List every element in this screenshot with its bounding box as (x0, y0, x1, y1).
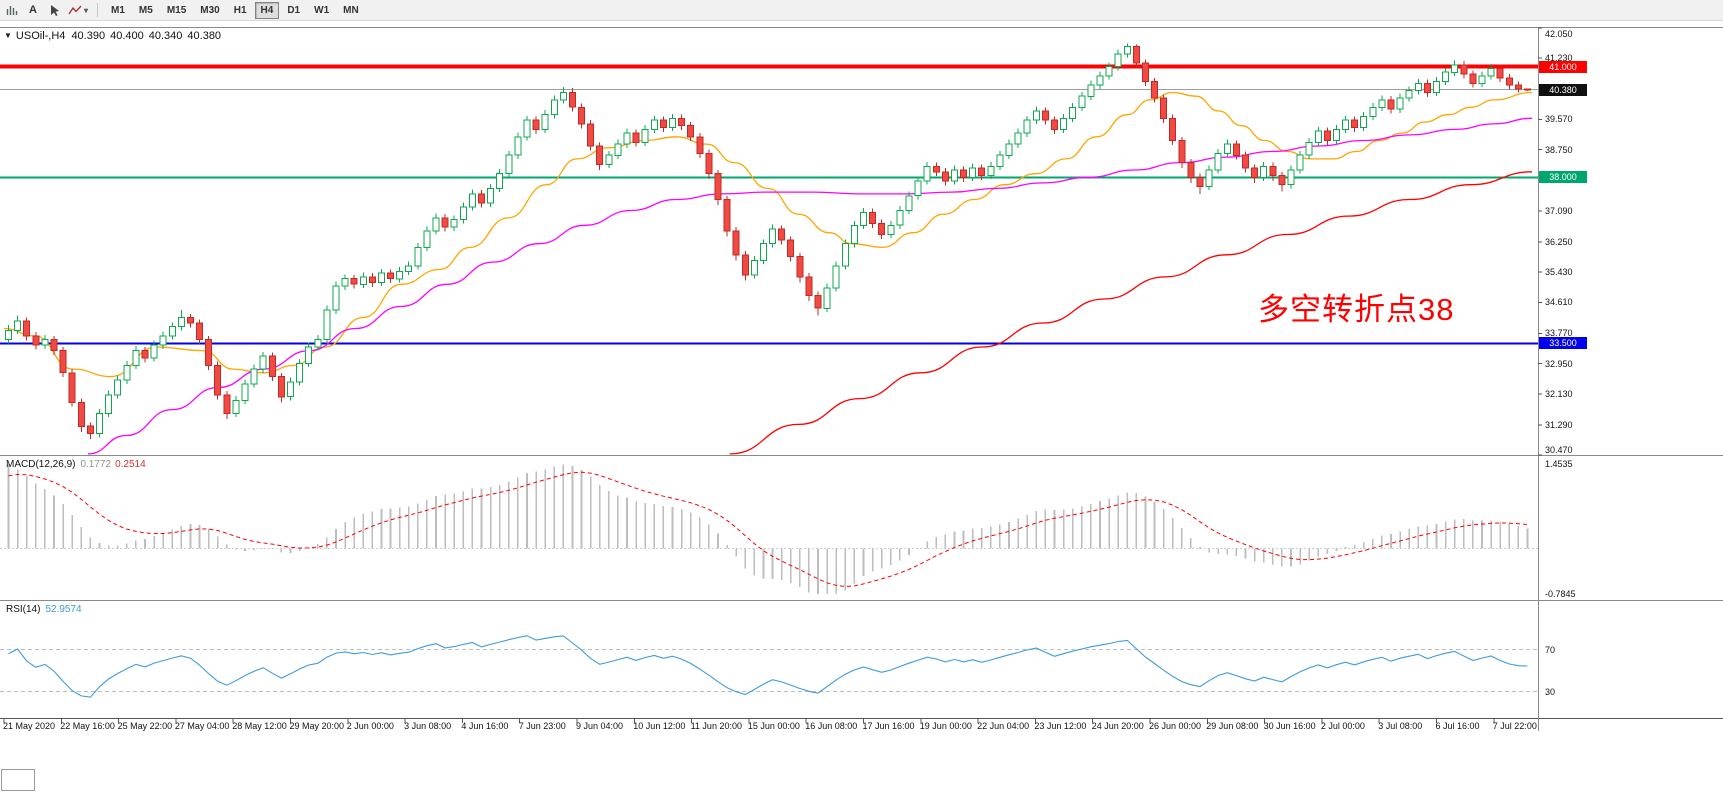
price-axis-label: 34.610 (1545, 297, 1573, 308)
pane-borders (0, 27, 1723, 731)
timeframe-buttons: M1 M5 M15 M30 H1 H4 D1 W1 MN (104, 1, 366, 19)
time-axis-label: 3 Jul 08:00 (1378, 721, 1423, 731)
price-axis-label: 41.230 (1545, 53, 1573, 64)
time-axis-label: 3 Jun 08:00 (404, 721, 452, 731)
time-axis-label: 7 Jun 23:00 (518, 721, 566, 731)
price-axis-label: 33.770 (1545, 328, 1573, 339)
time-axis-label: 28 May 12:00 (232, 721, 287, 731)
time-axis-label: 21 May 2020 (3, 721, 56, 731)
price-axis-label: 42.050 (1545, 29, 1573, 39)
price-line-badge-41-000: 41.000 (1539, 60, 1587, 73)
timeframe-button-w1[interactable]: W1 (308, 2, 335, 19)
time-axis-label: 4 Jun 16:00 (461, 721, 509, 731)
toolbar: A ▾ M1 M5 M15 M30 H1 H4 D1 W1 MN (0, 0, 1723, 21)
quick-navigation-box[interactable] (1, 769, 35, 791)
timeframe-button-h1[interactable]: H1 (228, 2, 253, 19)
time-axis-label: 2 Jun 00:00 (346, 721, 394, 731)
time-axis-label: 17 Jun 16:00 (862, 721, 915, 731)
indicator-tool-button[interactable]: ▾ (65, 1, 91, 19)
time-axis-label: 15 Jun 00:00 (747, 721, 800, 731)
axis-ticks (3, 27, 1542, 723)
time-axis-label: 22 May 16:00 (60, 721, 115, 731)
price-axis-label: 36.250 (1545, 236, 1573, 247)
rsi-title: RSI(14) (6, 604, 41, 615)
time-axis-label: 30 Jun 16:00 (1263, 721, 1316, 731)
price-axis-label: 35.430 (1545, 267, 1573, 278)
timeframe-button-m30[interactable]: M30 (194, 2, 225, 19)
macd-signal-value: 0.2514 (115, 459, 146, 470)
price-line-badge-40-380: 40.380 (1539, 83, 1587, 96)
price-axis-label: 30.470 (1545, 445, 1573, 455)
rsi-indicator-label: RSI(14) 52.9574 (6, 604, 82, 615)
toolbar-separator (97, 3, 99, 17)
moving-average-lines (3, 91, 1533, 455)
time-axis-label: 29 May 20:00 (289, 721, 345, 731)
time-axis-label: 25 May 22:00 (117, 721, 173, 731)
chart-annotation-text: 多空转折点38 (1258, 292, 1455, 327)
price-line-badge-33-500: 33.500 (1539, 337, 1587, 350)
timeframe-button-h4[interactable]: H4 (254, 1, 280, 19)
timeframe-button-d1[interactable]: D1 (281, 2, 306, 19)
cursor-tool-button[interactable] (44, 1, 64, 19)
open-value: 40.390 (71, 30, 106, 42)
macd-main-value: 0.1772 (80, 459, 112, 470)
macd-pane (0, 464, 1538, 594)
time-axis-label: 16 Jun 08:00 (805, 721, 858, 731)
bar-chart-icon (6, 4, 19, 17)
price-line-badge-38-000: 38.000 (1539, 171, 1587, 184)
price-axis-label: 31.290 (1545, 419, 1573, 430)
timeframe-button-m15[interactable]: M15 (161, 2, 192, 19)
time-axis-label: 23 Jun 12:00 (1034, 721, 1087, 731)
ma-slow-line (729, 171, 1533, 455)
time-axis-label: 7 Jul 22:00 (1492, 721, 1537, 731)
price-axis-label: 32.950 (1545, 358, 1573, 369)
price-axis-label: 38.750 (1545, 144, 1573, 155)
bar-chart-icon-button[interactable] (2, 1, 22, 19)
timeframe-button-m1[interactable]: M1 (105, 2, 131, 19)
macd-scale-label: -0.7845 (1545, 589, 1576, 599)
time-axis-label: 26 Jun 00:00 (1149, 721, 1202, 731)
time-axis-label: 2 Jul 00:00 (1320, 721, 1365, 731)
time-axis-label: 11 Jun 20:00 (690, 721, 742, 731)
time-axis-label: 9 Jun 04:00 (576, 721, 624, 731)
price-axis-label: 39.570 (1545, 114, 1573, 125)
cursor-icon (48, 4, 61, 17)
macd-indicator-label: MACD(12,26,9) 0.1772 0.2514 (6, 459, 146, 470)
close-value: 40.380 (187, 30, 222, 42)
rsi-level-label: 70 (1545, 644, 1556, 655)
time-axis-label: 19 Jun 00:00 (919, 721, 972, 731)
time-axis-label: 22 Jun 04:00 (977, 721, 1030, 731)
ma-fast-line (3, 91, 1533, 378)
timeframe-button-mn[interactable]: MN (337, 2, 365, 19)
symbol-dropdown-icon[interactable]: ▼ (4, 31, 12, 40)
time-axis-label: 29 Jun 08:00 (1206, 721, 1259, 731)
macd-title: MACD(12,26,9) (6, 459, 76, 470)
text-tool-button[interactable]: A (23, 1, 43, 19)
price-axis-label: 37.090 (1545, 205, 1573, 216)
high-value: 40.400 (110, 30, 144, 42)
rsi-value: 52.9574 (45, 604, 82, 615)
timeframe-button-m5[interactable]: M5 (133, 2, 159, 19)
zigzag-icon (68, 4, 83, 17)
rsi-level-label: 30 (1545, 686, 1556, 697)
chart-ohlc-header: ▼ USOil-,H4 40.390 40.400 40.340 40.380 (4, 30, 226, 42)
time-axis-label: 10 Jun 12:00 (633, 721, 686, 731)
price-axis[interactable] (1539, 27, 1619, 731)
time-axis-label: 6 Jul 16:00 (1435, 721, 1480, 731)
candles-layer (5, 43, 1531, 440)
symbol-period-label: USOil-,H4 (15, 30, 66, 42)
time-axis-label: 27 May 04:00 (174, 721, 230, 731)
time-axis-label: 24 Jun 20:00 (1091, 721, 1144, 731)
low-value: 40.340 (148, 30, 183, 42)
price-axis-label: 32.130 (1545, 388, 1573, 399)
macd-scale-label: 1.4535 (1545, 459, 1573, 469)
rsi-pane (0, 635, 1538, 698)
chevron-down-icon: ▾ (84, 5, 89, 15)
